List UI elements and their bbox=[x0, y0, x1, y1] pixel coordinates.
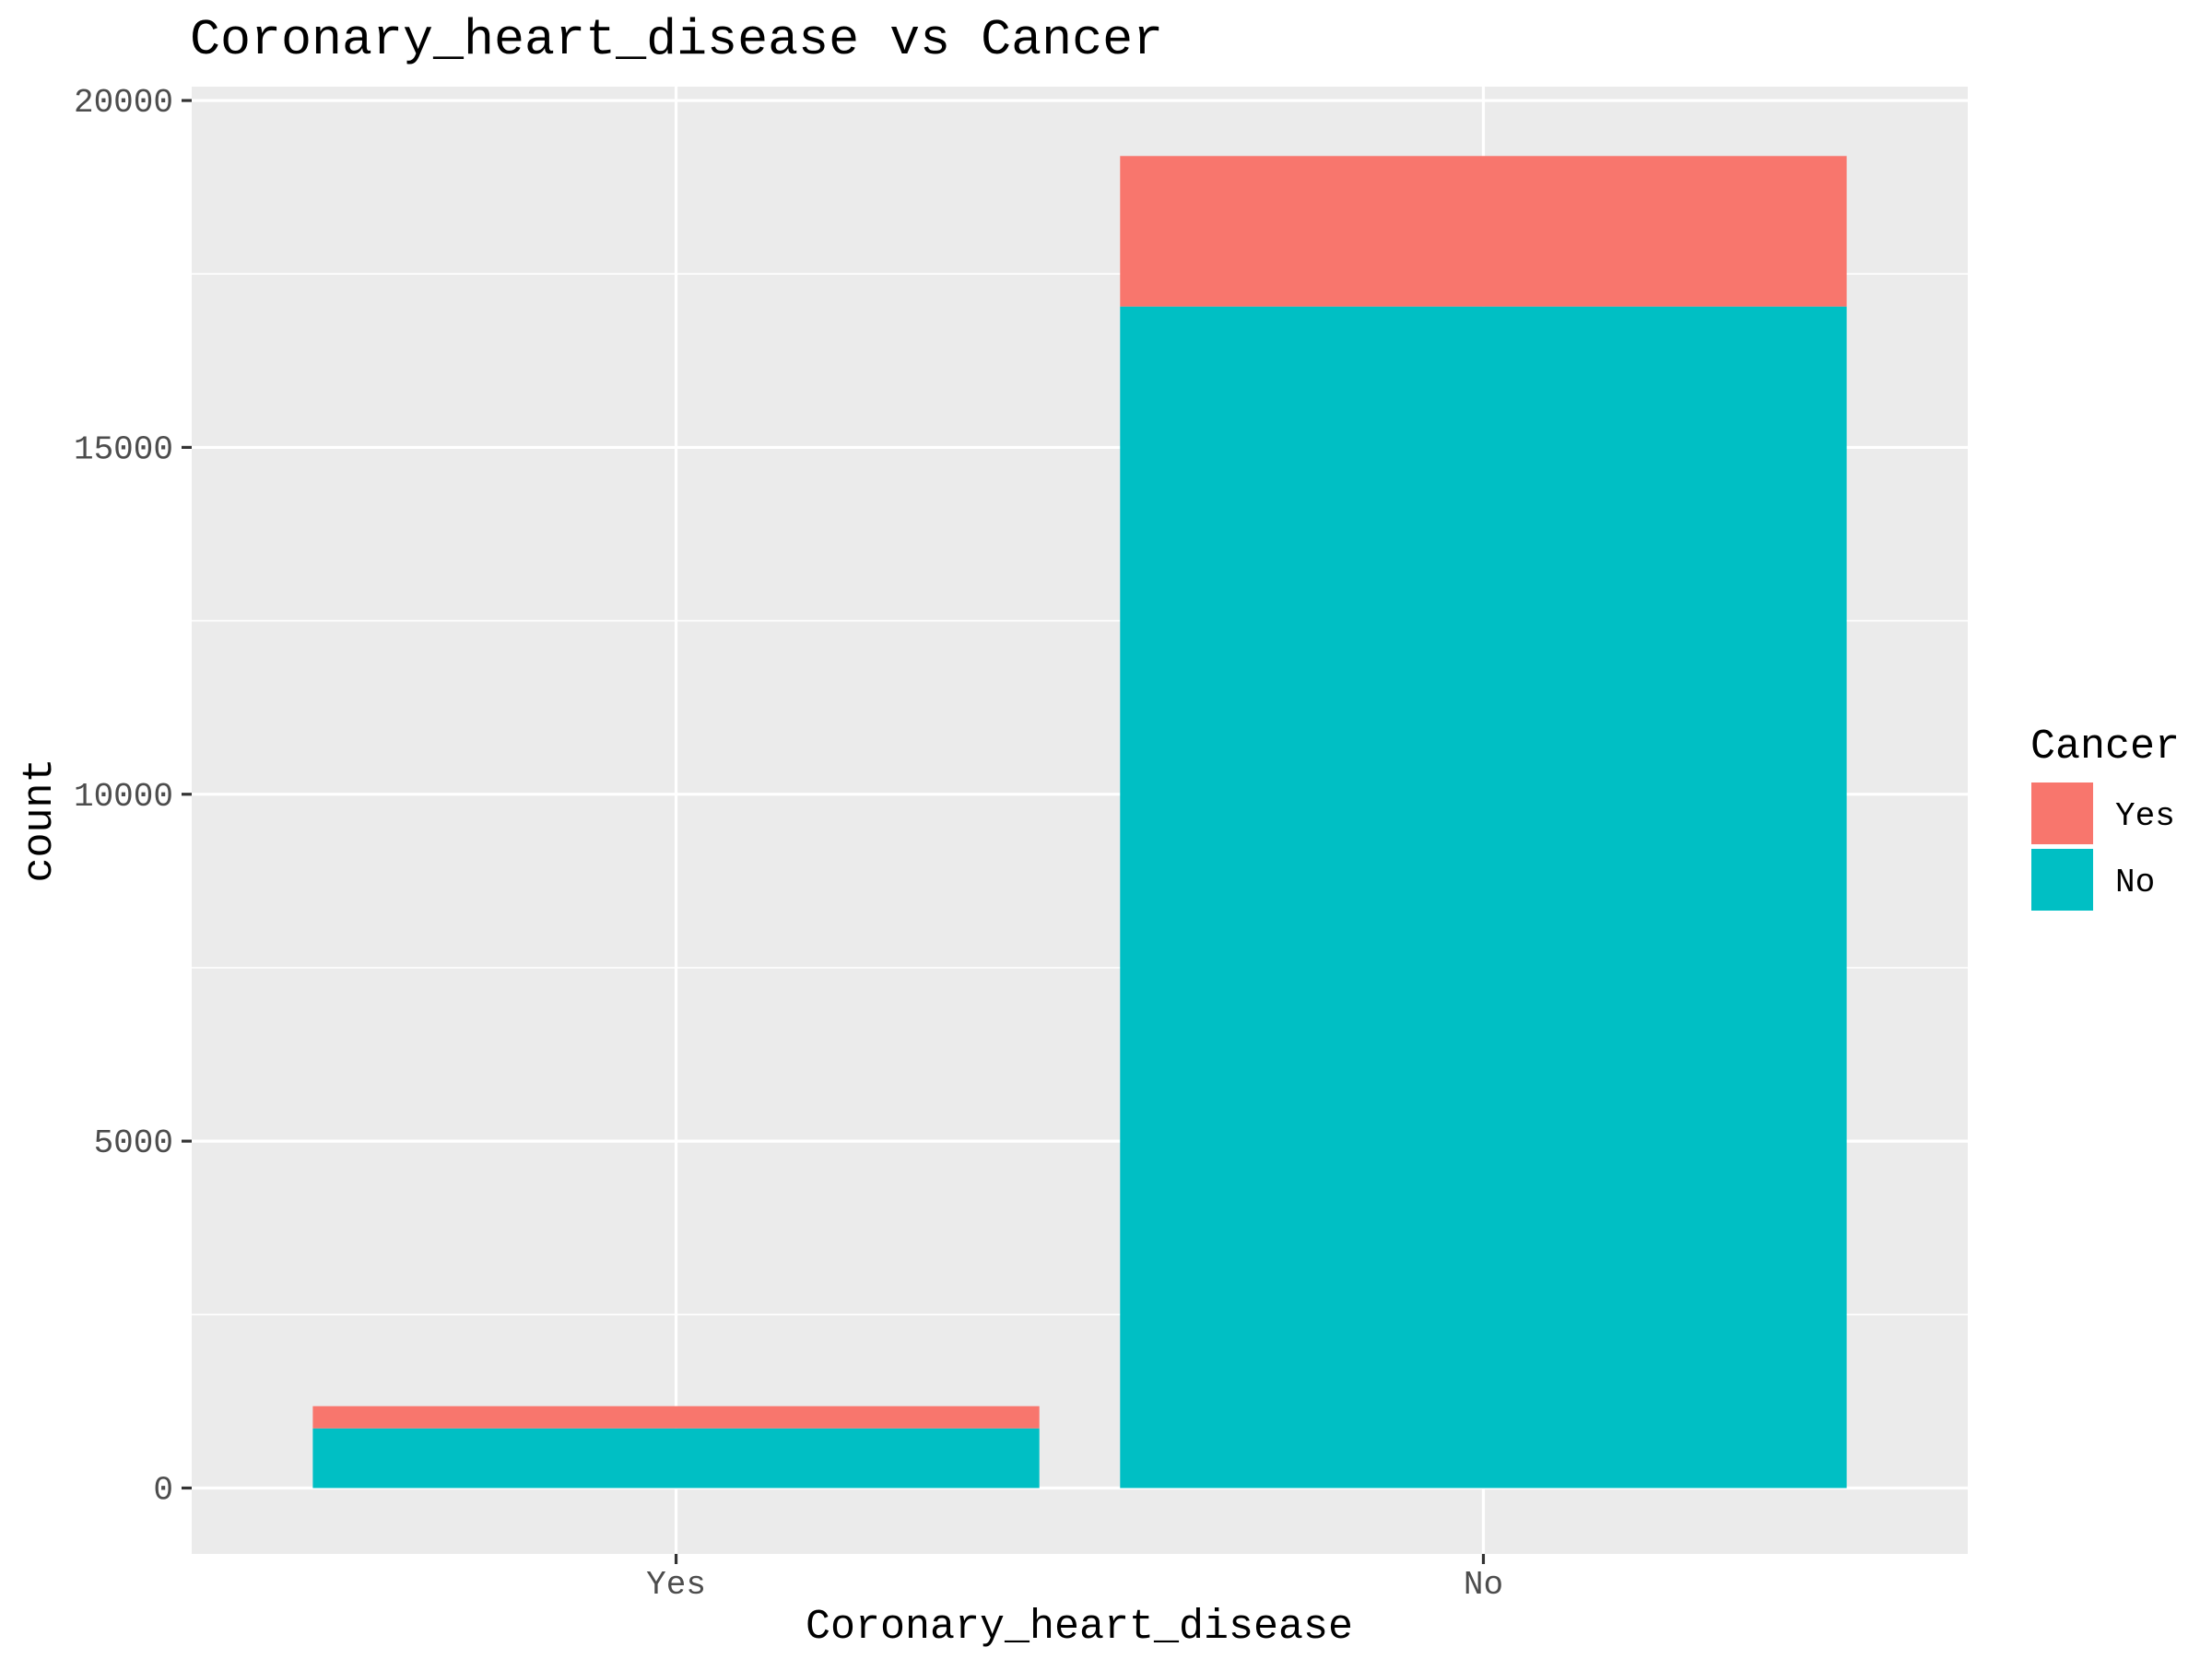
bar-no-cancer-yes bbox=[1120, 156, 1847, 307]
x-axis: Yes No bbox=[646, 1554, 1503, 1604]
y-tick-label: 10000 bbox=[74, 778, 173, 816]
legend-key-no bbox=[2030, 847, 2095, 912]
x-tick-label: No bbox=[1464, 1566, 1503, 1604]
y-axis-title: count bbox=[17, 758, 64, 882]
y-tick-label: 5000 bbox=[94, 1124, 173, 1162]
x-axis-title: Coronary_heart_disease bbox=[806, 1604, 1353, 1651]
legend-label-no: No bbox=[2115, 864, 2155, 901]
y-tick-label: 15000 bbox=[74, 430, 173, 468]
legend-label-yes: Yes bbox=[2115, 797, 2175, 835]
legend-key-yes bbox=[2030, 781, 2095, 846]
bar-yes-cancer-yes bbox=[312, 1406, 1040, 1429]
x-tick-label: Yes bbox=[646, 1566, 706, 1604]
bar-yes-cancer-no bbox=[312, 1428, 1040, 1488]
chart-title: Coronary_heart_disease vs Cancer bbox=[190, 11, 1163, 69]
bars bbox=[312, 156, 1847, 1488]
y-tick-label: 0 bbox=[153, 1471, 173, 1509]
y-tick-label: 20000 bbox=[74, 84, 173, 122]
legend: Cancer Yes No bbox=[2030, 724, 2180, 912]
bar-no-cancer-no bbox=[1120, 306, 1847, 1488]
y-axis: 0 5000 10000 15000 20000 bbox=[74, 84, 192, 1509]
legend-title: Cancer bbox=[2030, 724, 2180, 771]
